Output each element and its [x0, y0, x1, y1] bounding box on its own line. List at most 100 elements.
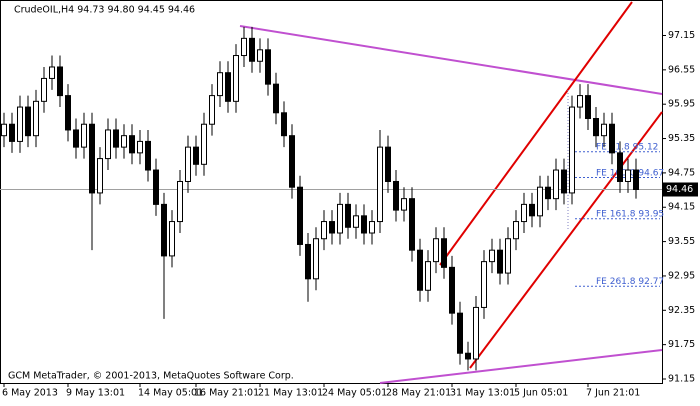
candle-body — [409, 198, 415, 251]
candle-body — [105, 129, 111, 160]
candle-body — [233, 55, 239, 102]
x-tick-label: 7 Jun 21:01 — [586, 388, 640, 399]
candle-body — [25, 106, 31, 137]
candle-body — [633, 169, 639, 190]
candle-body — [553, 169, 559, 200]
candle-body — [193, 146, 199, 165]
candle-body — [209, 95, 215, 125]
candle-body — [81, 123, 87, 148]
candle-body — [377, 146, 383, 223]
x-tick-label: 6 May 2013 — [2, 388, 58, 399]
candle-body — [401, 198, 407, 211]
candle-body — [225, 72, 231, 102]
fibo-label: FE 61.8 95.12 — [596, 142, 658, 152]
trendlines — [239, 1, 663, 384]
candle-body — [49, 66, 55, 79]
candle-body — [481, 261, 487, 308]
candle-body — [265, 49, 271, 85]
candle-body — [369, 221, 375, 234]
fibo-value: 93.95 — [638, 209, 664, 219]
candle-body — [249, 37, 255, 62]
y-tick-label: 94.75 — [668, 167, 695, 178]
candle-body — [289, 135, 295, 188]
candle-body — [161, 203, 167, 257]
trendline — [379, 349, 663, 384]
candle-body — [593, 118, 599, 137]
candle-body — [601, 123, 607, 137]
candle-body — [513, 221, 519, 240]
candle-body — [185, 146, 191, 182]
candle-body — [257, 49, 263, 62]
candle-body — [321, 221, 327, 240]
candle-body — [529, 203, 535, 217]
candle-body — [441, 238, 447, 268]
candle-body — [609, 123, 615, 154]
candle-body — [41, 77, 47, 102]
candle-body — [361, 215, 367, 234]
candle-body — [465, 352, 471, 360]
candle-body — [457, 312, 463, 354]
candle-body — [417, 249, 423, 291]
y-tick-label: 95.95 — [668, 99, 695, 110]
candle-body — [353, 215, 359, 228]
candle-body — [89, 123, 95, 194]
x-tick-label: 24 May 05:01 — [322, 388, 387, 399]
candle-body — [97, 158, 103, 194]
y-tick-label: 91.75 — [668, 339, 695, 350]
x-tick-label: 28 May 21:01 — [386, 388, 451, 399]
candle-body — [305, 243, 311, 280]
fibo-name: FE 261.8 — [596, 277, 636, 287]
candle-body — [177, 180, 183, 223]
candle-body — [201, 123, 207, 165]
candle-body — [73, 129, 79, 148]
candle-body — [153, 169, 159, 205]
candle-body — [241, 37, 247, 57]
candle-body — [617, 152, 623, 182]
candle-body — [385, 146, 391, 182]
x-tick-label: 21 May 13:01 — [258, 388, 323, 399]
y-tick-label: 92.95 — [668, 270, 695, 281]
footer: GCM MetaTrader, © 2001-2013, MetaQuotes … — [8, 371, 294, 382]
y-tick-label: 92.35 — [668, 305, 695, 316]
fibo-value: 94.67 — [638, 168, 664, 178]
candle-body — [273, 83, 279, 114]
x-tick-label: 16 May 21:01 — [194, 388, 259, 399]
candle-body — [57, 66, 63, 97]
candle-body — [537, 186, 543, 217]
last-price-label: 94.46 — [666, 184, 693, 195]
channel-line — [439, 1, 633, 266]
y-tick-label: 95.35 — [668, 133, 695, 144]
candle-body — [561, 169, 567, 194]
candle-body — [545, 186, 551, 200]
x-tick-label: 14 May 05:01 — [138, 388, 203, 399]
fibo-label: FE 261.8 92.77 — [596, 277, 664, 287]
candle-body — [425, 261, 431, 291]
candle-body — [129, 135, 135, 154]
candle-body — [281, 112, 287, 137]
chart-title: CrudeOIL,H4 94.73 94.80 94.45 94.46 — [14, 5, 195, 16]
candle-body — [625, 169, 631, 182]
candle-body — [17, 106, 23, 142]
candle-body — [449, 266, 455, 314]
candle-body — [137, 140, 143, 154]
fibo-value: 95.12 — [633, 142, 659, 152]
x-tick-label: 31 May 13:01 — [450, 388, 515, 399]
candle-body — [121, 135, 127, 148]
candle-body — [329, 221, 335, 234]
candle-body — [65, 95, 71, 131]
candle-body — [585, 95, 591, 120]
candle-body — [113, 129, 119, 148]
candle-body — [473, 306, 479, 360]
candle-body — [217, 72, 223, 97]
fibo-label: FE 100.0 94.67 — [596, 168, 664, 178]
candle-body — [9, 123, 15, 142]
y-tick-label: 93.55 — [668, 236, 695, 247]
y-tick-label: 97.15 — [668, 30, 695, 41]
x-tick-label: 5 Jun 05:01 — [514, 388, 568, 399]
candle-body — [521, 203, 527, 223]
candle-body — [313, 238, 319, 280]
candle-body — [345, 203, 351, 228]
fibo-value: 92.77 — [638, 277, 664, 287]
candle-body — [297, 186, 303, 245]
